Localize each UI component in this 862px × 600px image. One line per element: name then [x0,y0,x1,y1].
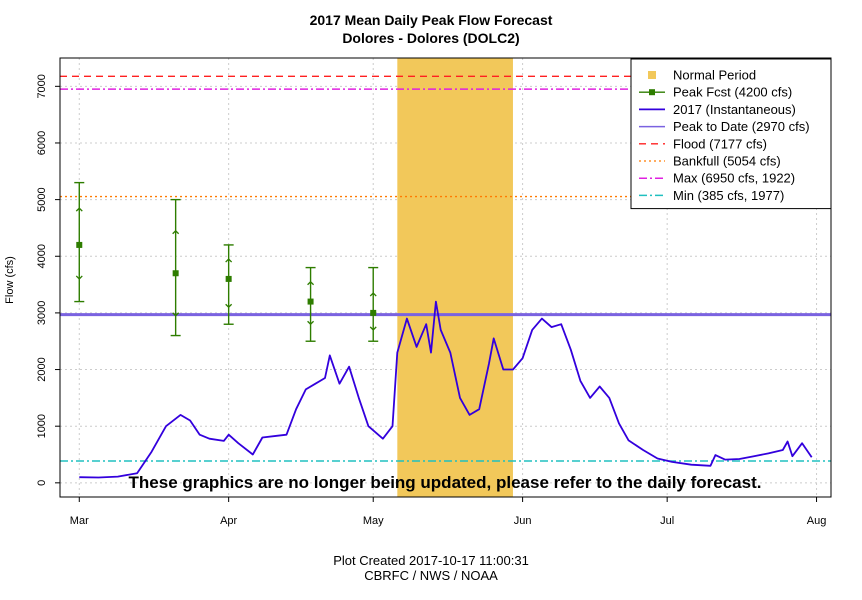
legend-normal-swatch [648,71,656,79]
legend-label: Normal Period [673,68,756,83]
normal-period-band [397,58,513,497]
legend-label: Flood (7177 cfs) [673,136,767,151]
agency-credit: CBRFC / NWS / NOAA [364,568,498,583]
series-layer [79,300,813,479]
forecast-lower-quantile [172,312,180,317]
chart-subtitle: Dolores - Dolores (DOLC2) [342,30,520,46]
forecast-lower-quantile [75,275,83,280]
y-tick-label: 7000 [36,74,48,98]
forecast-lower-quantile [369,326,377,331]
forecast-lower-quantile [307,320,315,326]
forecast-upper-quantile [225,258,233,263]
y-axis-label: Flow (cfs) [4,256,16,304]
legend-label: Peak to Date (2970 cfs) [673,119,810,134]
normal-period-band-layer [397,58,513,497]
y-tick-label: 4000 [36,244,48,268]
forecast-upper-quantile [75,207,83,212]
y-tick-label: 6000 [36,131,48,155]
axes: Mar Apr May Jun Jul Aug 0 1000 2000 3000 4000 5000 6… [36,74,826,527]
forecast-point [307,298,314,305]
y-tick-label: 2000 [36,357,48,381]
x-tick-label: Apr [220,515,237,527]
legend-box [630,58,832,210]
legend-label: Max (6950 cfs, 1922) [673,171,795,186]
notice-text: These graphics are no longer being updat… [129,473,762,492]
x-tick-label: Mar [70,515,89,527]
plot-frame [59,57,832,498]
legend-label: Peak Fcst (4200 cfs) [673,85,792,100]
y-tick-label: 1000 [36,414,48,438]
chart-title: 2017 Mean Daily Peak Flow Forecast [309,12,553,28]
forecast-upper-quantile [307,280,315,286]
forecast-upper-quantile [369,292,377,297]
y-tick-label: 5000 [36,187,48,211]
y-tick-label: 3000 [36,301,48,325]
legend-label: Bankfull (5054 cfs) [673,154,781,169]
x-tick-label: Aug [807,515,827,527]
legend-label: 2017 (Instantaneous) [673,102,796,117]
x-tick-label: Jun [514,515,532,527]
flow-series-line [79,300,813,479]
forecast-point [225,275,232,282]
forecast-upper-quantile [172,229,180,235]
forecast-point [370,309,377,316]
forecast-markers [74,181,379,342]
legend-label: Min (385 cfs, 1977) [673,188,784,203]
forecast-point [172,270,179,277]
plot-created: Plot Created 2017-10-17 11:00:31 [333,553,529,568]
y-tick-label: 0 [36,480,48,486]
legend: Normal Period Peak Fcst (4200 cfs) 2017 (I… [630,58,832,210]
x-tick-label: May [363,515,384,527]
forecast-lower-quantile [225,303,233,309]
forecast-point [76,241,83,248]
legend-forecast-point [649,89,655,96]
x-tick-label: Jul [660,515,674,527]
